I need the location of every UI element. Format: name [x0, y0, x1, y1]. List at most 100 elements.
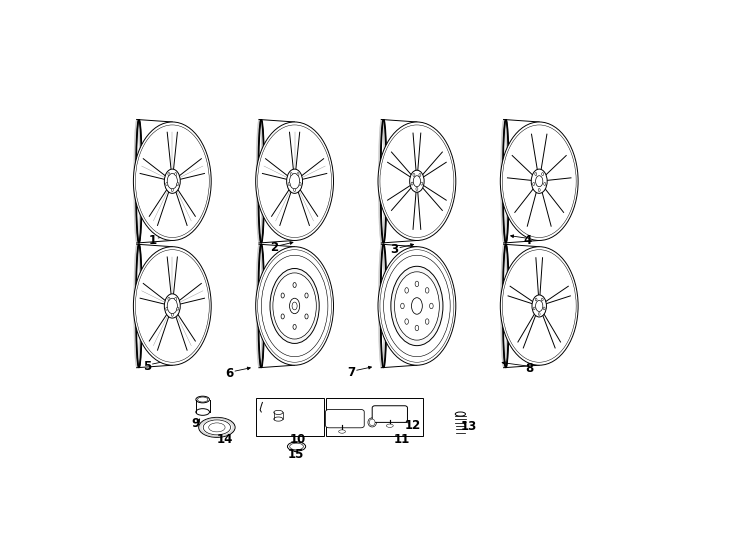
- Ellipse shape: [405, 288, 409, 293]
- Text: 8: 8: [526, 362, 534, 375]
- Text: 10: 10: [290, 434, 306, 447]
- Text: 4: 4: [523, 234, 531, 247]
- Ellipse shape: [164, 294, 181, 318]
- Bar: [326, 399, 423, 436]
- Ellipse shape: [274, 410, 283, 415]
- Ellipse shape: [534, 307, 535, 310]
- Ellipse shape: [292, 302, 297, 310]
- Ellipse shape: [412, 298, 422, 314]
- Ellipse shape: [288, 183, 290, 185]
- Ellipse shape: [288, 442, 305, 451]
- Ellipse shape: [369, 419, 375, 426]
- Ellipse shape: [168, 298, 170, 300]
- Ellipse shape: [429, 303, 433, 309]
- Ellipse shape: [419, 173, 421, 177]
- Ellipse shape: [134, 122, 211, 240]
- Ellipse shape: [390, 266, 443, 346]
- Ellipse shape: [544, 183, 545, 185]
- Ellipse shape: [416, 187, 418, 191]
- Ellipse shape: [294, 188, 296, 192]
- Text: 13: 13: [460, 420, 476, 433]
- Ellipse shape: [386, 424, 393, 427]
- Ellipse shape: [543, 307, 545, 310]
- Text: 5: 5: [143, 360, 151, 373]
- Ellipse shape: [535, 173, 537, 176]
- Ellipse shape: [538, 188, 540, 192]
- Ellipse shape: [368, 418, 377, 427]
- Text: 15: 15: [288, 448, 305, 461]
- Ellipse shape: [338, 430, 346, 433]
- Ellipse shape: [175, 298, 177, 300]
- Ellipse shape: [378, 122, 456, 240]
- Ellipse shape: [542, 298, 543, 301]
- Text: 1: 1: [148, 234, 157, 247]
- Ellipse shape: [171, 313, 173, 316]
- FancyBboxPatch shape: [326, 409, 364, 428]
- Ellipse shape: [501, 122, 578, 240]
- Ellipse shape: [197, 397, 208, 402]
- Ellipse shape: [405, 319, 409, 325]
- Ellipse shape: [289, 298, 299, 314]
- Bar: [255, 399, 324, 436]
- Ellipse shape: [538, 313, 540, 315]
- FancyBboxPatch shape: [372, 406, 407, 422]
- Ellipse shape: [175, 173, 177, 176]
- Ellipse shape: [378, 247, 456, 365]
- Ellipse shape: [413, 173, 415, 177]
- Ellipse shape: [501, 247, 578, 365]
- Ellipse shape: [199, 417, 235, 437]
- Ellipse shape: [270, 268, 319, 343]
- Ellipse shape: [203, 420, 230, 435]
- Ellipse shape: [274, 417, 283, 421]
- Ellipse shape: [421, 182, 423, 185]
- Ellipse shape: [411, 182, 413, 185]
- Text: 9: 9: [192, 417, 200, 430]
- Text: 14: 14: [217, 433, 233, 446]
- Ellipse shape: [410, 170, 424, 192]
- Ellipse shape: [273, 273, 316, 339]
- Ellipse shape: [415, 281, 418, 287]
- Text: 6: 6: [225, 367, 233, 380]
- Ellipse shape: [305, 293, 308, 298]
- Text: 3: 3: [390, 244, 399, 256]
- Ellipse shape: [255, 247, 333, 365]
- Ellipse shape: [542, 173, 544, 176]
- Text: 11: 11: [393, 434, 410, 447]
- Ellipse shape: [255, 122, 333, 240]
- Ellipse shape: [134, 247, 211, 365]
- Ellipse shape: [531, 169, 547, 193]
- Ellipse shape: [287, 169, 302, 193]
- Ellipse shape: [281, 293, 284, 298]
- Text: 12: 12: [404, 419, 421, 432]
- Text: 2: 2: [270, 241, 278, 254]
- Ellipse shape: [425, 319, 429, 325]
- Ellipse shape: [196, 396, 209, 403]
- Ellipse shape: [401, 303, 404, 309]
- Ellipse shape: [290, 173, 292, 176]
- Ellipse shape: [415, 325, 418, 331]
- Ellipse shape: [208, 423, 225, 432]
- Ellipse shape: [166, 307, 168, 310]
- Ellipse shape: [177, 183, 179, 185]
- Ellipse shape: [164, 169, 181, 193]
- Ellipse shape: [281, 314, 284, 319]
- Ellipse shape: [167, 173, 178, 189]
- Ellipse shape: [289, 173, 299, 189]
- Ellipse shape: [535, 298, 537, 301]
- Text: 7: 7: [347, 366, 355, 379]
- Ellipse shape: [168, 173, 170, 176]
- Ellipse shape: [299, 183, 301, 185]
- Ellipse shape: [305, 314, 308, 319]
- Ellipse shape: [167, 298, 178, 314]
- Ellipse shape: [297, 173, 299, 176]
- Ellipse shape: [177, 307, 179, 310]
- Ellipse shape: [293, 325, 297, 329]
- Ellipse shape: [293, 282, 297, 287]
- Ellipse shape: [171, 188, 173, 192]
- Ellipse shape: [290, 443, 303, 450]
- Ellipse shape: [532, 295, 546, 317]
- Ellipse shape: [536, 300, 543, 312]
- Ellipse shape: [425, 288, 429, 293]
- Ellipse shape: [196, 409, 209, 415]
- Ellipse shape: [455, 412, 465, 416]
